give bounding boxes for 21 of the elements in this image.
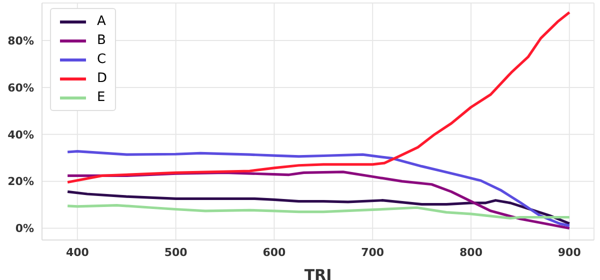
y-tick-label: 80% (8, 34, 34, 48)
line-series (66, 150, 571, 227)
x-axis-title: TRI (304, 266, 332, 280)
y-tick-label: 20% (8, 175, 34, 188)
legend-label: E (97, 90, 106, 105)
x-tick-label: 600 (262, 246, 286, 259)
x-tick-label: 400 (66, 246, 90, 259)
legend-label: A (97, 14, 106, 29)
y-tick-label: 60% (8, 81, 34, 94)
y-tick-label: 0% (15, 222, 34, 236)
line-series (66, 190, 571, 225)
y-tick-label: 40% (8, 128, 34, 142)
legend-label: B (97, 33, 106, 48)
line-series (66, 11, 571, 184)
x-tick-label: 800 (460, 246, 483, 259)
x-tick-label: 700 (361, 246, 384, 259)
legend-label: D (97, 71, 108, 86)
legend-label: C (97, 52, 106, 67)
x-tick-label: 500 (164, 246, 188, 259)
line-series (66, 204, 571, 220)
x-tick-label: 900 (558, 246, 582, 259)
